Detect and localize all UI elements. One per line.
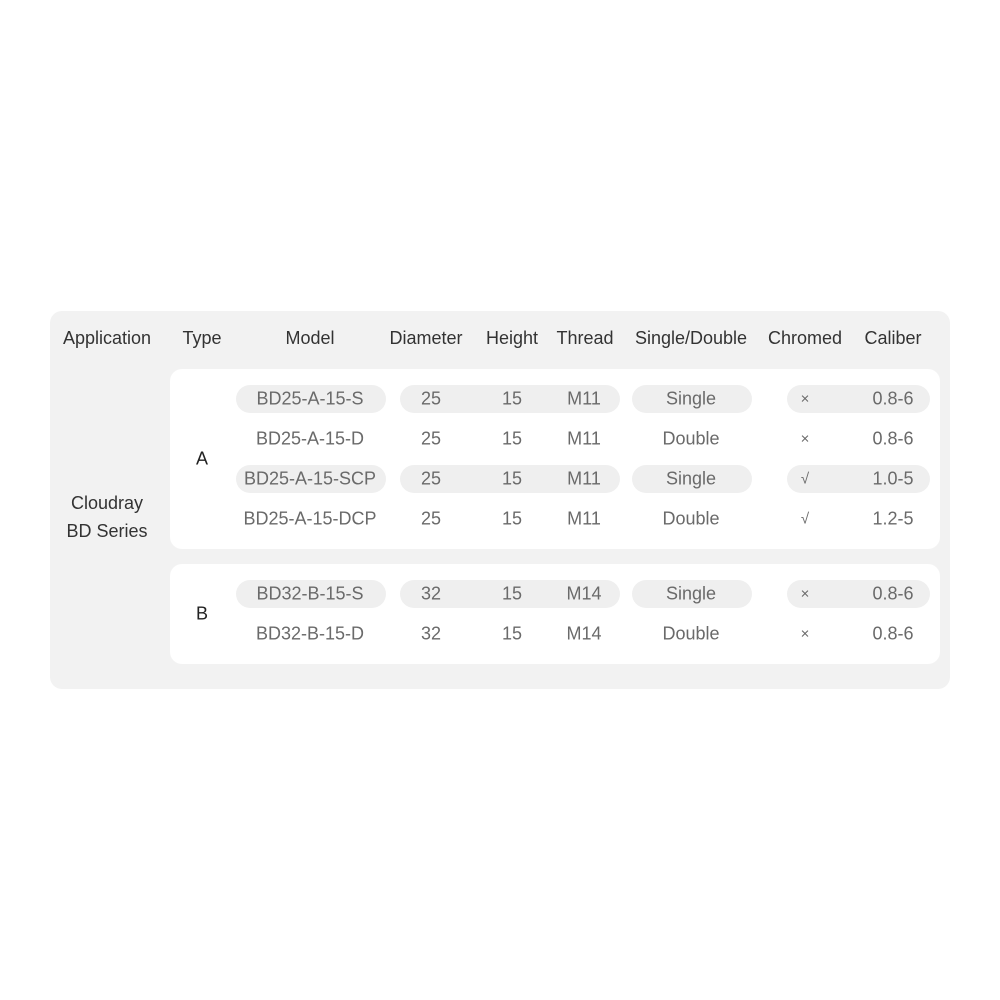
cell-thread: M11	[567, 468, 601, 489]
cell-thread: M14	[566, 583, 602, 604]
cell-caliber: 0.8-6	[872, 428, 914, 449]
row-highlight	[236, 385, 386, 413]
application-line1: Cloudray	[70, 493, 144, 513]
cell-chromed: ×	[800, 585, 810, 603]
cell-diameter: 32	[420, 583, 442, 604]
cell-single-double: Double	[662, 623, 720, 644]
cell-thread: M11	[567, 508, 601, 529]
row-highlight	[400, 580, 620, 608]
cell-height: 15	[501, 623, 523, 644]
cell-diameter: 25	[420, 468, 442, 489]
cell-height: 15	[501, 468, 523, 489]
cell-model: BD25-A-15-SCP	[243, 468, 377, 489]
cell-chromed: ×	[800, 390, 810, 408]
header-model: Model	[285, 328, 335, 348]
cell-model: BD32-B-15-S	[256, 583, 364, 604]
cell-caliber: 1.0-5	[872, 468, 914, 489]
row-highlight	[400, 385, 620, 413]
cell-height: 15	[501, 388, 523, 409]
cell-chromed: √	[800, 470, 810, 488]
cell-single-double: Double	[662, 428, 720, 449]
header-single-double: Single/Double	[634, 328, 748, 348]
cell-caliber: 0.8-6	[872, 583, 914, 604]
row-highlight	[632, 385, 752, 413]
cell-single-double: Double	[662, 508, 720, 529]
cell-single-double: Single	[665, 468, 717, 489]
cell-height: 15	[501, 583, 523, 604]
type-b: B	[195, 603, 209, 624]
header-chromed: Chromed	[767, 328, 843, 348]
cell-caliber: 0.8-6	[872, 388, 914, 409]
row-highlight	[787, 385, 930, 413]
cell-chromed: ×	[800, 430, 810, 448]
cell-thread: M11	[567, 388, 601, 409]
cell-model: BD25-A-15-DCP	[243, 508, 377, 529]
cell-thread: M11	[567, 428, 601, 449]
row-highlight	[632, 580, 752, 608]
row-highlight	[787, 580, 930, 608]
cell-diameter: 25	[420, 388, 442, 409]
type-a: A	[195, 448, 209, 469]
cell-thread: M14	[566, 623, 602, 644]
cell-height: 15	[501, 508, 523, 529]
row-highlight	[400, 465, 620, 493]
cell-model: BD25-A-15-S	[256, 388, 364, 409]
cell-diameter: 32	[420, 623, 442, 644]
cell-single-double: Single	[665, 583, 717, 604]
row-highlight	[787, 465, 930, 493]
cell-model: BD32-B-15-D	[255, 623, 365, 644]
row-highlight	[236, 465, 386, 493]
cell-diameter: 25	[420, 508, 442, 529]
header-application: Application	[62, 328, 152, 348]
header-diameter: Diameter	[389, 328, 463, 348]
cell-single-double: Single	[665, 388, 717, 409]
cell-chromed: √	[800, 510, 810, 528]
cell-diameter: 25	[420, 428, 442, 449]
cell-model: BD25-A-15-D	[255, 428, 365, 449]
row-highlight	[236, 580, 386, 608]
cell-caliber: 0.8-6	[872, 623, 914, 644]
application-line2: BD Series	[66, 521, 148, 541]
header-caliber: Caliber	[864, 328, 922, 348]
cell-height: 15	[501, 428, 523, 449]
header-height: Height	[485, 328, 539, 348]
application-cell: Cloudray BD Series	[66, 489, 147, 545]
cell-chromed: ×	[800, 625, 810, 643]
group-card-b	[170, 564, 940, 664]
header-thread: Thread	[556, 328, 614, 348]
header-type: Type	[182, 328, 222, 348]
cell-caliber: 1.2-5	[872, 508, 914, 529]
row-highlight	[632, 465, 752, 493]
